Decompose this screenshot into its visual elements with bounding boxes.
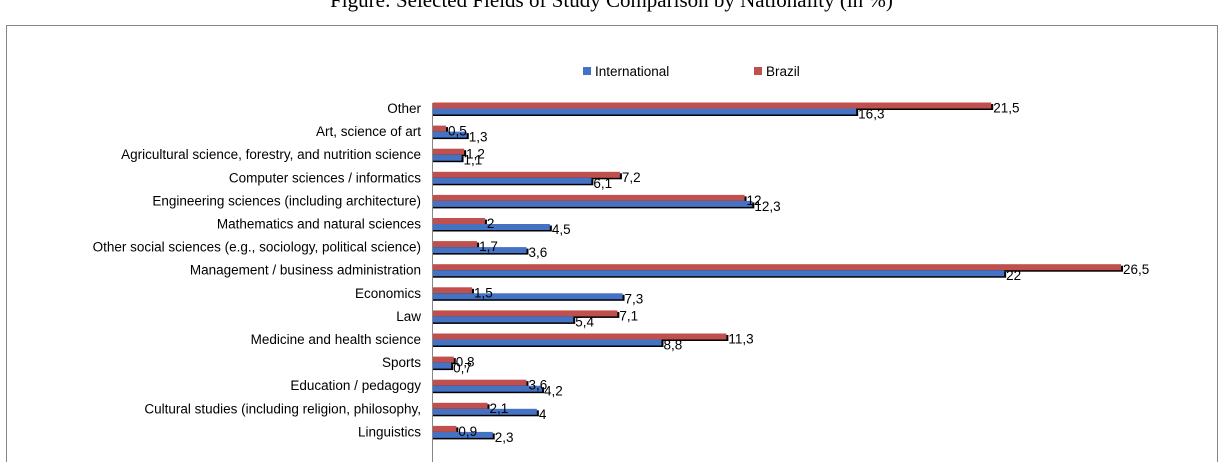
legend-swatch-international	[583, 67, 591, 75]
bar-brazil	[433, 310, 618, 317]
data-label-international: 22	[1006, 268, 1021, 283]
chart-border	[6, 25, 1218, 462]
data-label-international: 1,3	[469, 130, 488, 145]
data-label-international: 7,3	[625, 291, 644, 306]
data-label-brazil: 0,5	[448, 124, 467, 139]
bar-international	[433, 362, 452, 369]
data-label-brazil: 12	[747, 193, 762, 208]
bar-international	[433, 431, 493, 438]
data-label-brazil: 26,5	[1123, 262, 1149, 277]
category-label: Medicine and health science	[251, 332, 421, 347]
data-label-brazil: 0,9	[458, 424, 477, 439]
data-label-international: 8,8	[663, 338, 682, 353]
bar-international	[433, 224, 550, 230]
bar-brazil	[433, 241, 478, 248]
category-label: Mathematics and natural sciences	[217, 217, 421, 232]
data-label-brazil: 1,2	[466, 147, 485, 162]
data-label-brazil: 21,5	[993, 101, 1019, 116]
bar-international	[433, 293, 623, 300]
bar-brazil	[433, 194, 745, 201]
bar-international	[433, 247, 527, 254]
category-label: Other social sciences (e.g., sociology, …	[93, 240, 421, 255]
bar-brazil	[433, 379, 527, 386]
category-label: Other	[387, 101, 421, 116]
bar-international	[433, 177, 592, 184]
category-label: Linguistics	[358, 424, 421, 439]
data-label-brazil: 3,6	[528, 378, 547, 393]
data-label-brazil: 0,8	[456, 355, 475, 370]
bar-brazil	[433, 287, 472, 294]
bar-brazil	[433, 264, 1121, 271]
legend-label-brazil: Brazil	[766, 64, 800, 79]
bar-international	[433, 270, 1005, 277]
data-label-international: 6,1	[593, 176, 612, 191]
data-label-international: 2,3	[495, 430, 514, 445]
category-label: Sports	[382, 355, 421, 370]
data-label-brazil: 11,3	[728, 332, 753, 347]
category-label: Management / business administration	[190, 263, 421, 278]
data-label-international: 3,6	[528, 245, 547, 260]
data-label-brazil: 2	[487, 216, 495, 231]
legend-label-international: International	[595, 64, 669, 79]
bar-brazil	[433, 102, 992, 109]
data-label-brazil: 7,1	[619, 308, 638, 323]
data-label-international: 16,3	[858, 107, 884, 122]
category-label: Law	[396, 309, 421, 324]
data-label-international: 4	[539, 407, 547, 422]
category-label: Education / pedagogy	[290, 378, 421, 393]
bar-brazil	[433, 333, 727, 340]
bar-brazil	[433, 148, 465, 155]
bar-brazil	[433, 171, 620, 178]
bar-international	[433, 316, 574, 323]
chart-title: Figure: Selected Fields of Study Compari…	[330, 0, 893, 12]
bars-group	[433, 102, 1123, 440]
category-label: Economics	[355, 286, 421, 301]
bar-brazil	[433, 218, 485, 224]
bar-brazil	[433, 356, 454, 363]
category-label: Computer sciences / informatics	[229, 170, 421, 185]
data-label-international: 12,3	[754, 199, 780, 214]
data-label-international: 4,5	[552, 222, 571, 237]
bar-brazil	[433, 125, 446, 132]
data-label-brazil: 1,7	[479, 239, 498, 254]
bar-international	[433, 131, 467, 138]
bar-international	[433, 408, 537, 415]
bar-international	[433, 200, 753, 207]
data-label-brazil: 7,2	[622, 170, 641, 185]
bar-international	[433, 385, 543, 392]
category-label: Cultural studies (including religion, ph…	[144, 401, 421, 416]
data-label-brazil: 1,5	[474, 285, 493, 300]
category-label: Engineering sciences (including architec…	[152, 193, 421, 208]
data-label-international: 5,4	[575, 314, 594, 329]
bar-brazil	[433, 402, 488, 409]
data-label-international: 0,7	[453, 361, 472, 376]
legend: International Brazil	[583, 64, 800, 79]
category-label: Art, science of art	[316, 124, 421, 139]
bar-international	[433, 154, 462, 161]
data-label-international: 4,2	[544, 384, 563, 399]
legend-swatch-brazil	[754, 67, 762, 75]
bar-international	[433, 339, 662, 346]
data-label-brazil: 2,1	[490, 401, 509, 416]
data-label-international: 1,1	[464, 153, 483, 168]
bar-international	[433, 108, 857, 115]
chart-title-strip: Figure: Selected Fields of Study Compari…	[0, 0, 1223, 16]
bar-brazil	[433, 425, 457, 432]
category-label: Agricultural science, forestry, and nutr…	[121, 147, 421, 162]
